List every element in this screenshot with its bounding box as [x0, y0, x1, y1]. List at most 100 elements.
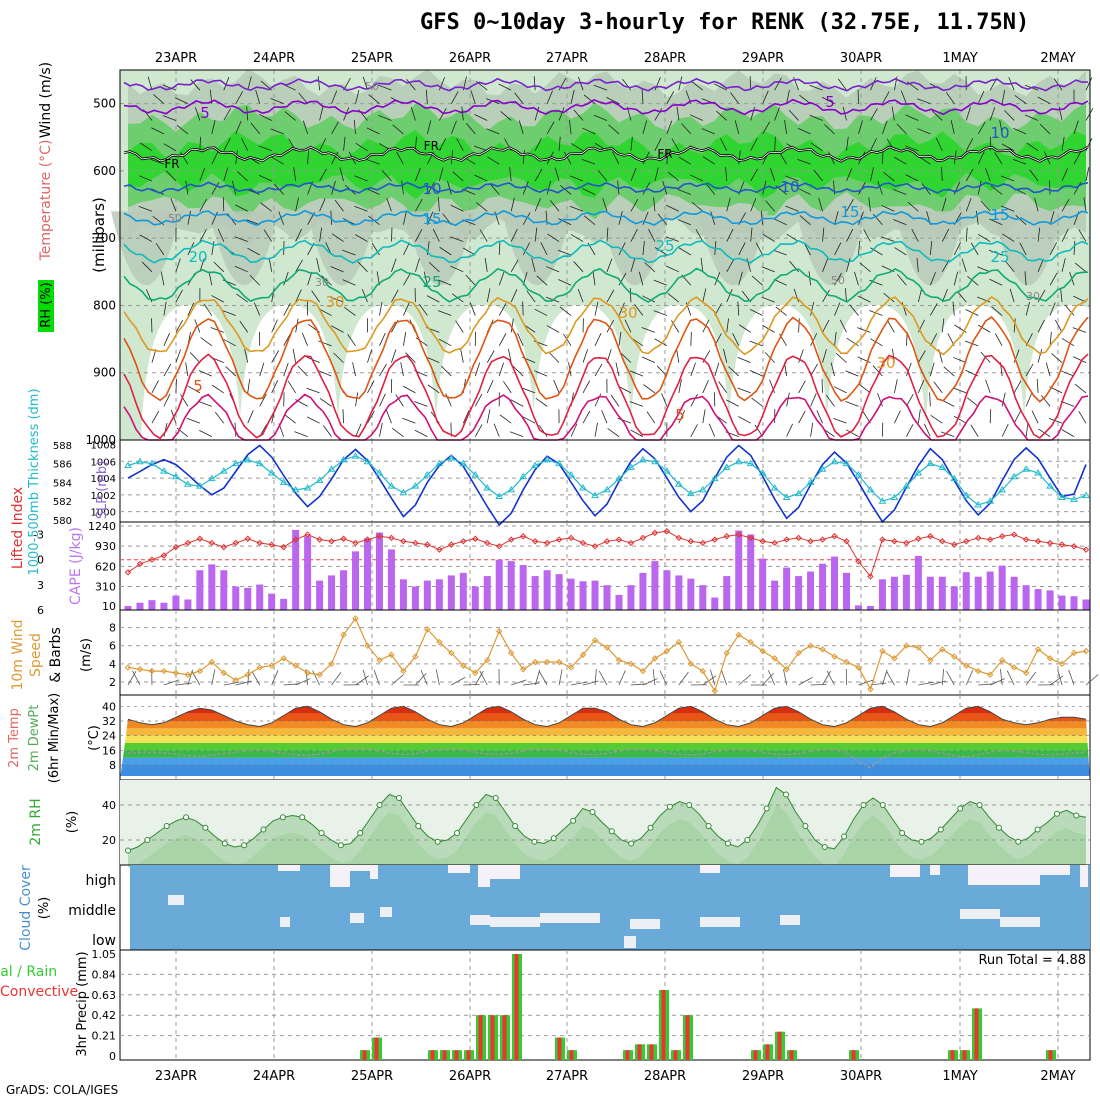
- cape-bar: [986, 571, 994, 610]
- wind-barb: [512, 365, 524, 377]
- wind-barb: [917, 288, 923, 303]
- wind-barb-10m: [582, 680, 599, 686]
- wind-barb: [498, 303, 507, 316]
- lifted-index-marker: [304, 531, 311, 538]
- wind-barb: [1051, 353, 1063, 363]
- lifted-index-marker: [831, 533, 838, 540]
- rh2m-marker: [763, 805, 770, 812]
- contour-label: 5: [200, 104, 210, 122]
- wind-speed-marker: [555, 658, 563, 666]
- wind-barb: [199, 136, 201, 151]
- contour-label: 5: [193, 377, 203, 395]
- wind-barb: [330, 296, 344, 303]
- rh2m-marker: [337, 842, 344, 849]
- wind-barb: [882, 120, 888, 135]
- thickness-marker: [471, 470, 480, 478]
- wind-barb: [1060, 400, 1075, 407]
- rh-contour-label: 30: [315, 276, 329, 289]
- wind-barb-10m: [251, 670, 261, 686]
- wind-barb: [835, 352, 847, 363]
- y-axis-label-wind10-d: (m/s): [79, 638, 94, 672]
- wind-barb: [714, 83, 727, 91]
- wind-barb: [893, 219, 907, 226]
- wind-barb: [211, 295, 224, 303]
- rh2m-marker: [492, 795, 499, 801]
- wind-barb: [953, 357, 967, 364]
- temp-band: [120, 728, 1090, 736]
- thickness-marker: [603, 485, 611, 493]
- wind-barb-10m: [659, 670, 668, 686]
- rh-trough: [209, 211, 279, 286]
- wind-barb: [355, 89, 360, 104]
- lifted-index-marker: [124, 569, 132, 576]
- wind-barb: [392, 124, 404, 135]
- wind-barb: [977, 90, 985, 104]
- cape-bar: [352, 551, 360, 610]
- wind-barb: [750, 227, 753, 242]
- y-axis-label-wind: Wind (m/s): [38, 62, 54, 138]
- wind-barb: [967, 276, 979, 286]
- wind-barb: [989, 107, 996, 121]
- cape-bar: [447, 575, 455, 610]
- wind-barb: [654, 167, 659, 182]
- chart-title: GFS 0~10day 3-hourly for RENK (32.75E, 1…: [420, 10, 1030, 35]
- wind-barb: [469, 302, 476, 316]
- wind-barb: [690, 424, 698, 437]
- wind-barb: [498, 362, 504, 377]
- wind-barb: [738, 150, 741, 165]
- wind-barb: [929, 333, 938, 347]
- lifted-index-marker: [819, 536, 826, 543]
- cloud-middle-gap: [280, 917, 290, 927]
- wind-barb: [809, 114, 823, 121]
- wind-barb: [140, 142, 153, 152]
- wind-barb: [493, 423, 500, 437]
- rh2m-marker: [260, 826, 267, 833]
- cape-bar: [507, 561, 515, 610]
- wind-barb: [917, 409, 921, 424]
- thickness-tick: 586: [53, 460, 72, 471]
- date-label-bottom: 29APR: [742, 1069, 784, 1084]
- lifted-index-marker: [328, 538, 335, 545]
- lifted-index-marker: [268, 541, 275, 548]
- wind-barb: [642, 182, 651, 195]
- wind-barb: [977, 121, 986, 135]
- rh2m-marker: [686, 802, 693, 808]
- lifted-index-marker: [951, 541, 958, 548]
- thickness-marker: [1082, 491, 1090, 499]
- cape-bar: [531, 576, 539, 610]
- wind-barb: [270, 98, 284, 105]
- wind-barb: [578, 76, 584, 91]
- lifted-index-marker: [1022, 536, 1030, 543]
- wind-barb: [311, 290, 320, 303]
- wind-barb: [1085, 108, 1094, 121]
- thickness-marker: [255, 459, 264, 467]
- wind-barb: [975, 210, 979, 225]
- wind-barb: [486, 128, 500, 135]
- wind-barb: [666, 120, 673, 135]
- wind-barb: [199, 198, 207, 212]
- wind-barb: [870, 137, 877, 151]
- date-label-top: 1MAY: [942, 51, 977, 66]
- wind-barb: [500, 111, 512, 121]
- lifted-index-marker: [352, 539, 359, 547]
- wind-barb: [558, 218, 572, 226]
- wind-barb: [259, 393, 267, 407]
- cape-bar: [1046, 590, 1054, 610]
- wind-barb: [402, 417, 416, 424]
- wind-barb: [834, 211, 839, 225]
- wind-barb: [1001, 205, 1015, 212]
- wind-barb: [284, 414, 296, 424]
- wind-barb: [301, 332, 308, 346]
- lifted-index-marker: [687, 538, 695, 545]
- thickness-marker: [591, 491, 599, 499]
- wind-barb: [268, 257, 273, 272]
- wind-barb: [775, 306, 787, 316]
- wind-barb: [582, 188, 596, 195]
- wind-barb-10m: [598, 670, 608, 686]
- wind-barb: [966, 397, 979, 407]
- wind-barb: [295, 228, 303, 242]
- wind-barb: [1024, 271, 1027, 286]
- wind-barb: [549, 352, 560, 363]
- cloud-middle-gap: [490, 917, 540, 927]
- wind-barb: [726, 399, 739, 407]
